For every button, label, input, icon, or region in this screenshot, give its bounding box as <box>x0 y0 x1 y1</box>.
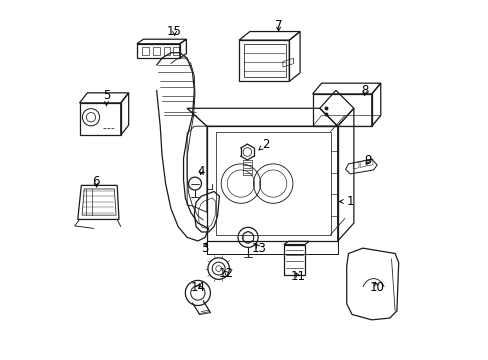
Text: 13: 13 <box>251 242 266 255</box>
Text: 9: 9 <box>364 154 371 167</box>
Text: 3: 3 <box>201 242 208 255</box>
Text: 6: 6 <box>92 175 99 188</box>
Text: 4: 4 <box>197 165 205 177</box>
Text: 15: 15 <box>167 25 182 38</box>
Text: 8: 8 <box>360 84 367 97</box>
Text: 7: 7 <box>274 19 282 32</box>
Text: 2: 2 <box>258 138 269 150</box>
Text: 10: 10 <box>369 281 384 294</box>
Text: 14: 14 <box>190 281 205 294</box>
Text: 1: 1 <box>339 195 353 208</box>
Text: 12: 12 <box>219 267 234 280</box>
Text: 11: 11 <box>290 270 305 283</box>
Text: 5: 5 <box>102 89 110 105</box>
